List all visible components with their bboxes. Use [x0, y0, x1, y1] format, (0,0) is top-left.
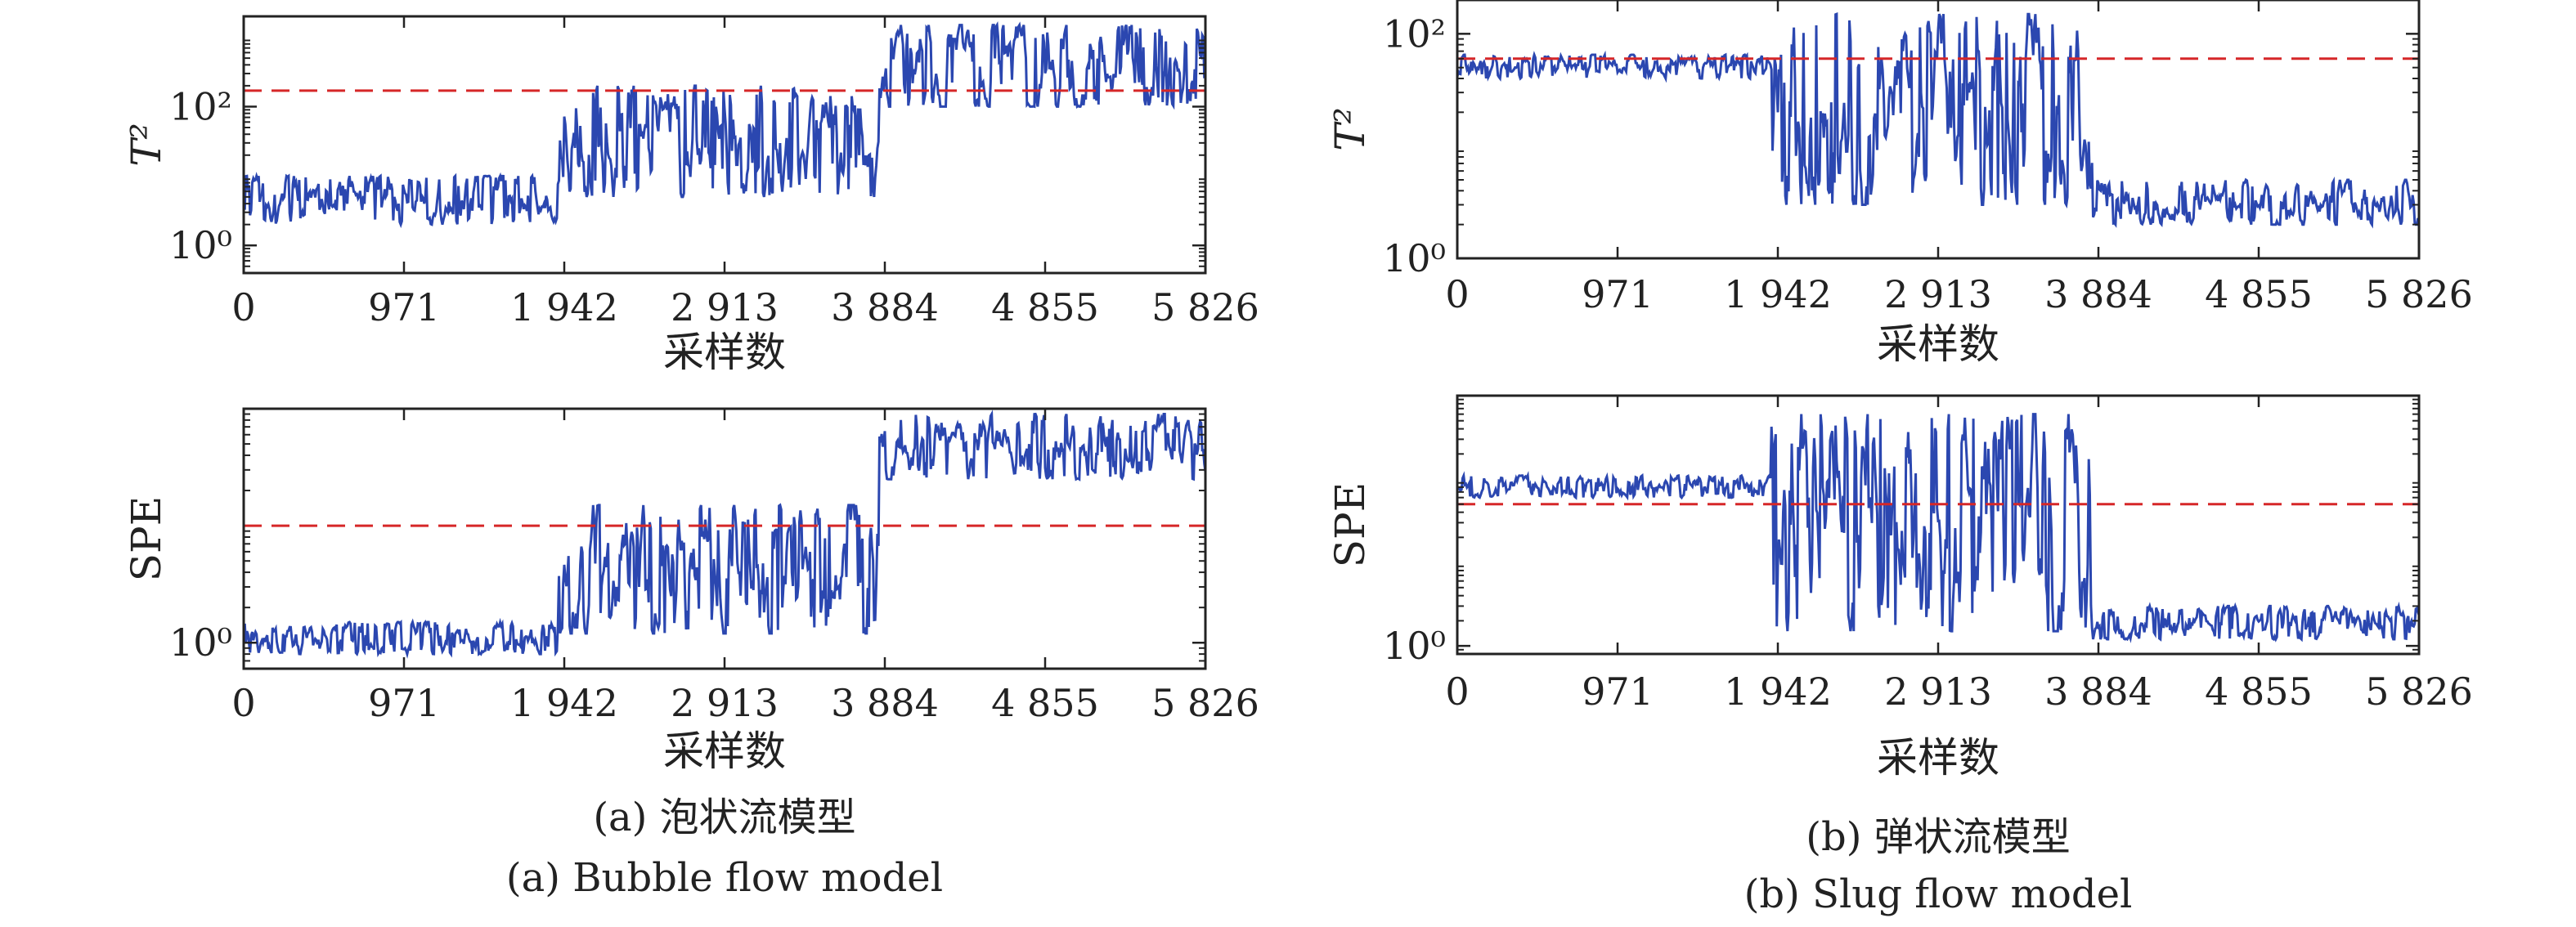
series-line — [1457, 12, 2419, 229]
x-tick-label: 3 884 — [2044, 272, 2152, 316]
x-tick-label: 1 942 — [1724, 272, 1832, 316]
x-tick-label: 2 913 — [671, 285, 779, 329]
x-tick-label: 971 — [368, 285, 440, 329]
caption-a-en: (a) Bubble flow model — [506, 855, 943, 901]
chart-bubble-t2: 0 971 1 942 2 913 3 884 4 855 5 826 10⁰ 10² 采样数 T² — [123, 15, 1259, 376]
x-tick-label: 3 884 — [2044, 670, 2152, 714]
y-axis-label: T² — [1326, 107, 1374, 150]
x-tick-label: 5 826 — [1151, 285, 1259, 329]
x-axis-label: 采样数 — [1877, 734, 1999, 781]
y-axis-label: T² — [123, 123, 170, 166]
x-tick-label: 2 913 — [671, 681, 779, 725]
x-tick-label: 4 855 — [2205, 670, 2313, 714]
x-tick-label: 5 826 — [1151, 681, 1259, 725]
x-tick-label: 0 — [1445, 272, 1469, 316]
x-tick-label: 3 884 — [831, 285, 939, 329]
series-line — [244, 410, 1205, 659]
chart-slug-spe: 0 971 1 942 2 913 3 884 4 855 5 826 10⁰ 采样数 SPE — [1326, 394, 2473, 781]
x-tick-label: 2 913 — [1884, 272, 1992, 316]
y-axis-label: SPE — [123, 496, 170, 581]
y-tick-label: 10⁰ — [169, 620, 232, 665]
x-tick-label: 1 942 — [1724, 670, 1832, 714]
series-line — [244, 20, 1205, 229]
y-tick-label: 10² — [169, 84, 232, 128]
y-tick-label: 10² — [1383, 11, 1446, 56]
x-tick-label: 2 913 — [1884, 670, 1992, 714]
x-tick-label: 0 — [231, 285, 255, 329]
x-tick-label: 3 884 — [831, 681, 939, 725]
y-tick-label: 10⁰ — [1383, 624, 1446, 668]
x-axis-label: 采样数 — [1877, 320, 1999, 368]
x-tick-label: 971 — [1582, 670, 1654, 714]
x-tick-label: 4 855 — [2205, 272, 2313, 316]
chart-slug-t2: 0 971 1 942 2 913 3 884 4 855 5 826 10⁰ 10² 采样数 T² — [1326, 0, 2473, 368]
x-tick-label: 4 855 — [991, 285, 1099, 329]
y-tick-label: 10⁰ — [1383, 236, 1446, 280]
x-tick-label: 4 855 — [991, 681, 1099, 725]
series-line — [1457, 413, 2419, 643]
x-tick-label: 1 942 — [510, 681, 618, 725]
x-axis-label: 采样数 — [663, 329, 786, 376]
caption-b-en: (b) Slug flow model — [1744, 871, 2133, 917]
caption-a-zh: (a) 泡状流模型 — [593, 795, 855, 840]
y-tick-label: 10⁰ — [169, 223, 232, 267]
x-tick-label: 1 942 — [510, 285, 618, 329]
x-tick-label: 0 — [1445, 670, 1469, 714]
y-axis-label: SPE — [1326, 482, 1374, 567]
x-tick-label: 971 — [1582, 272, 1654, 316]
x-tick-label: 5 826 — [2365, 272, 2473, 316]
chart-bubble-spe: 0 971 1 942 2 913 3 884 4 855 5 826 10⁰ 采样数 SPE — [123, 407, 1259, 775]
x-axis-label: 采样数 — [663, 728, 786, 775]
caption-b-zh: (b) 弹状流模型 — [1806, 814, 2070, 860]
x-tick-label: 5 826 — [2365, 670, 2473, 714]
x-tick-label: 0 — [231, 681, 255, 725]
plot-frame — [1456, 394, 2421, 656]
x-tick-label: 971 — [368, 681, 440, 725]
